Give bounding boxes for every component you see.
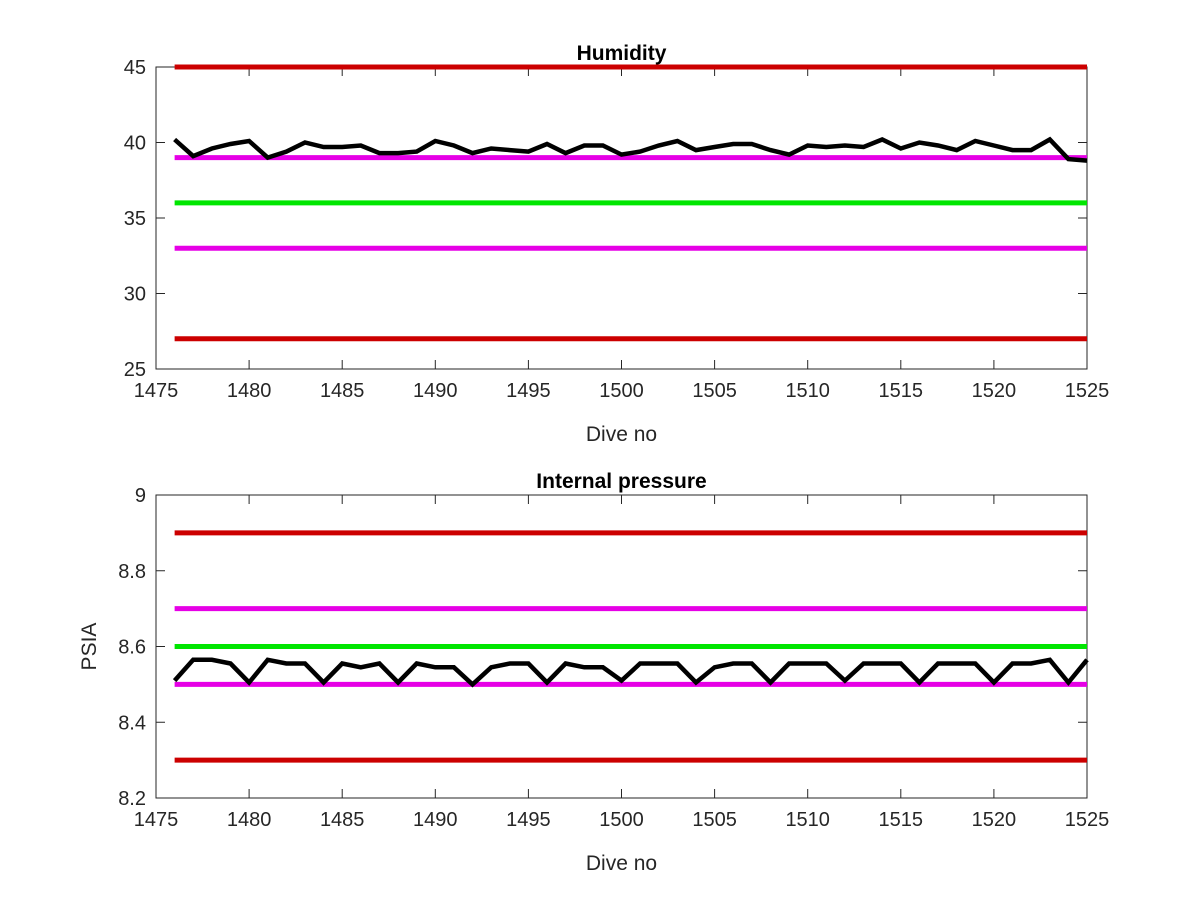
chart-title: Humidity [577,42,667,65]
x-tick-label: 1480 [227,380,272,402]
y-tick-label: 9 [135,485,146,507]
x-tick-label: 1475 [134,380,179,402]
x-tick-label: 1475 [134,809,179,831]
axes-box [155,66,1088,370]
x-tick-label: 1490 [413,809,458,831]
x-tick-label: 1525 [1065,809,1110,831]
internal-pressure-panel: 1475 1480 1485 1490 1495 1500 1505 1510 1515 1520… [78,470,1109,875]
x-tick-label: 1495 [506,380,551,402]
x-tick-label: 1515 [879,809,924,831]
y-tick-label: 30 [124,284,146,306]
x-tick-label: 1500 [599,380,644,402]
y-tick-label: 45 [124,57,146,79]
chart-title: Internal pressure [536,470,706,493]
x-tick-label: 1505 [692,809,737,831]
x-tick-label: 1520 [972,809,1017,831]
y-tick-label: 8.8 [118,561,146,583]
x-axis-label: Dive no [586,852,657,875]
x-tick-label: 1495 [506,809,551,831]
x-axis-label: Dive no [586,423,657,446]
y-tick-label: 25 [124,359,146,381]
x-tick-label: 1520 [972,380,1017,402]
y-tick-label: 40 [124,133,146,155]
y-tick-label: 8.6 [118,637,146,659]
x-tick-label: 1525 [1065,380,1110,402]
x-tick-label: 1485 [320,380,365,402]
y-tick-label: 8.2 [118,788,146,810]
x-tick-label: 1510 [785,809,830,831]
y-tick-label: 8.4 [118,712,146,734]
x-tick-label: 1500 [599,809,644,831]
x-tick-label: 1490 [413,380,458,402]
y-tick-label: 35 [124,208,146,230]
x-tick-label: 1485 [320,809,365,831]
x-tick-label: 1515 [879,380,924,402]
humidity-panel: 1475 1480 1485 1490 1495 1500 1505 1510 1515 1520… [124,42,1110,446]
data-series-line [172,657,1089,688]
x-tick-label: 1480 [227,809,272,831]
y-axis-label: PSIA [78,623,101,671]
x-tick-label: 1510 [785,380,830,402]
data-series-line [173,136,1088,163]
x-tick-label: 1505 [692,380,737,402]
